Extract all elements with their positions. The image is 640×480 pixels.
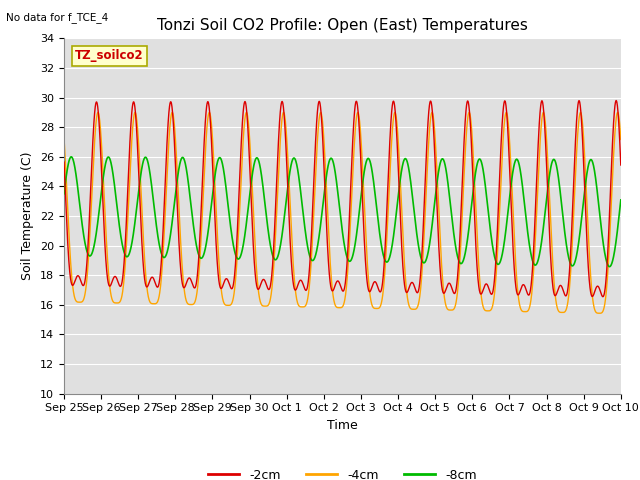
Text: No data for f_TCE_4: No data for f_TCE_4 [6,12,109,23]
Text: TZ_soilco2: TZ_soilco2 [75,49,144,62]
Y-axis label: Soil Temperature (C): Soil Temperature (C) [22,152,35,280]
Legend: -2cm, -4cm, -8cm: -2cm, -4cm, -8cm [204,464,481,480]
Title: Tonzi Soil CO2 Profile: Open (East) Temperatures: Tonzi Soil CO2 Profile: Open (East) Temp… [157,18,528,33]
X-axis label: Time: Time [327,419,358,432]
